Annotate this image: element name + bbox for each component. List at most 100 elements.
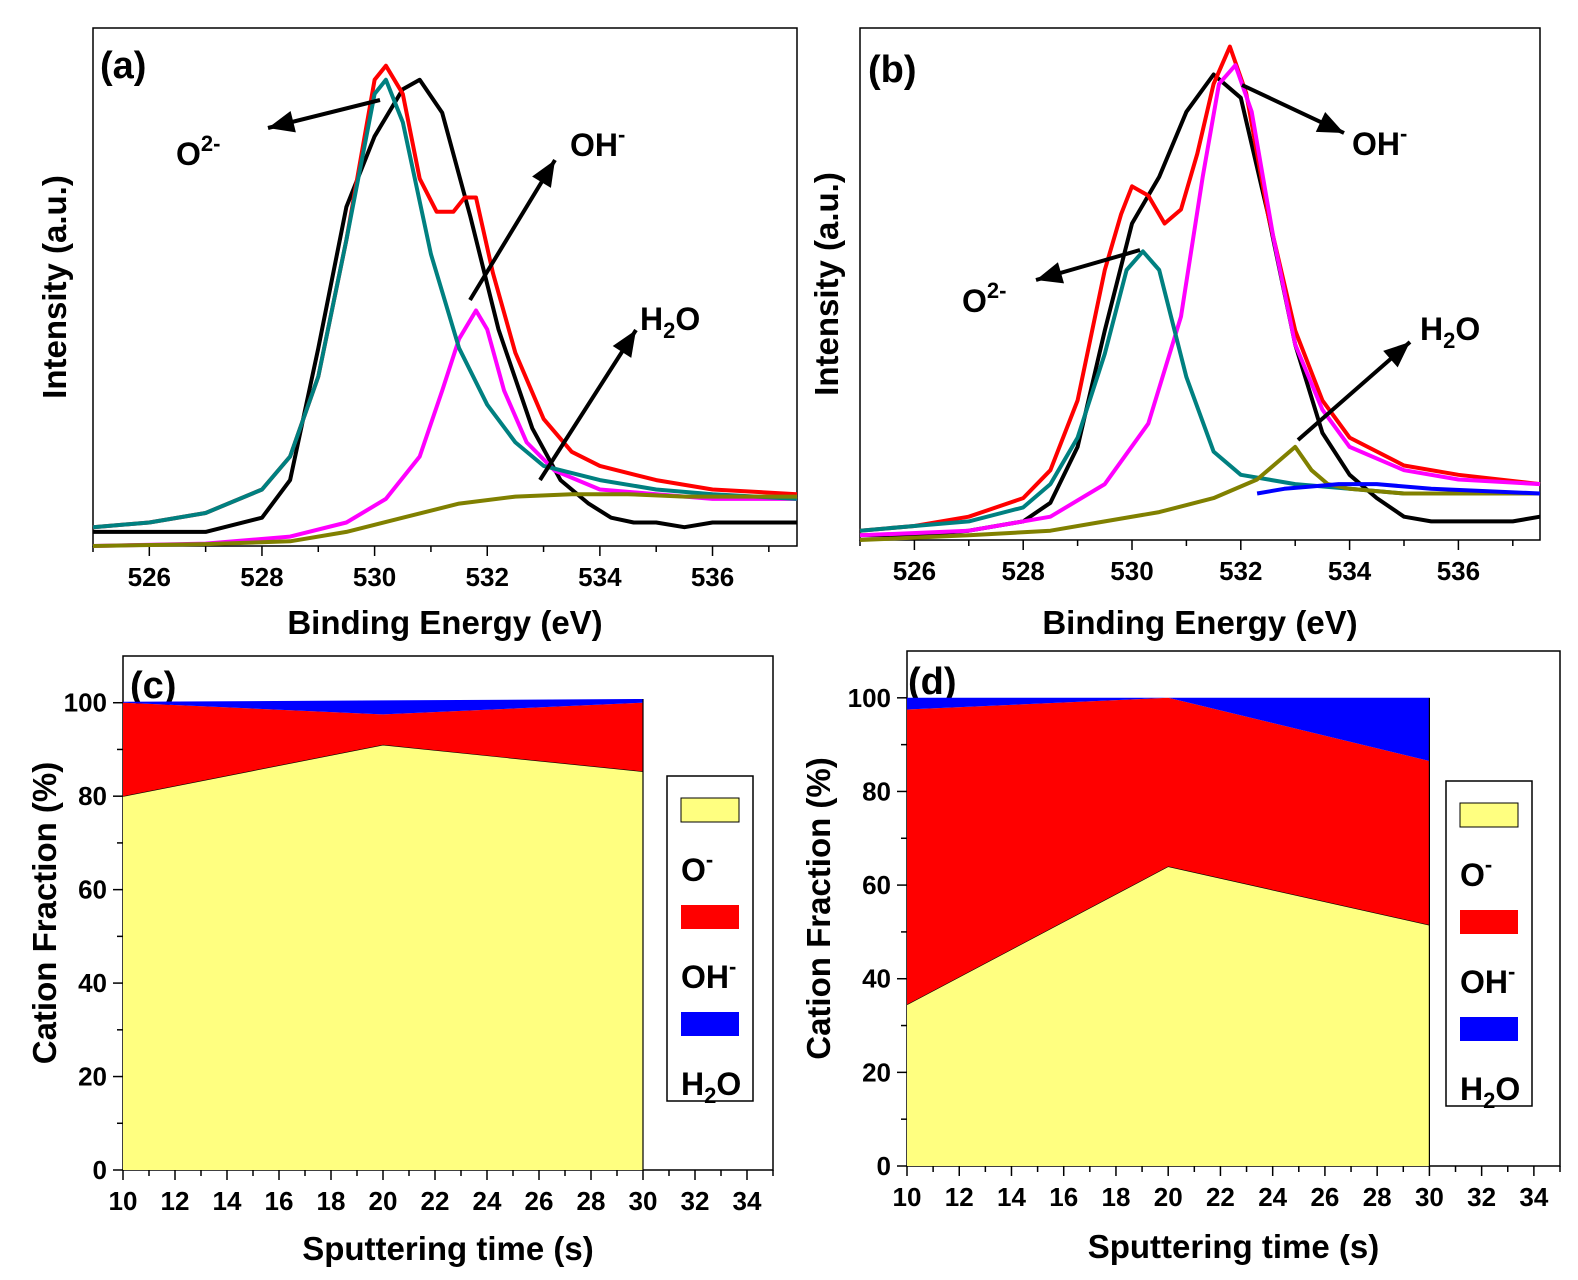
annotation-arrow-2-shaft <box>538 328 638 482</box>
annotation-0-superscript: 2- <box>201 131 221 156</box>
annotation-2: H2O <box>1420 311 1480 353</box>
annotation-arrow-2-head <box>612 330 636 358</box>
x-tick-label: 28 <box>1363 1182 1392 1212</box>
annotation-1: OH- <box>570 122 625 163</box>
legend-label-1-superscript: - <box>1508 959 1515 984</box>
annotation-arrow-1 <box>468 158 557 302</box>
legend-swatch-0 <box>680 797 740 823</box>
x-tick-label: 20 <box>369 1186 398 1216</box>
annotation-1-superscript: - <box>618 122 625 147</box>
annotation-2: H2O <box>640 301 700 343</box>
x-axis-title: Sputtering time (s) <box>1088 1228 1380 1265</box>
legend-label-2-subscript: 2 <box>704 1083 716 1108</box>
y-tick-label: 0 <box>93 1155 107 1185</box>
area-series-1 <box>123 702 643 797</box>
y-tick-label: 40 <box>862 964 891 994</box>
legend: O- OH- H2O <box>1445 780 1533 1113</box>
x-tick-label: 526 <box>893 556 936 586</box>
x-tick-label: 14 <box>997 1182 1026 1212</box>
legend-box <box>666 775 754 1102</box>
legend-label-2-subscript: 2 <box>1483 1088 1495 1113</box>
y-tick-label: 0 <box>877 1151 891 1181</box>
legend-swatch-0 <box>1459 802 1519 828</box>
series-line-2 <box>859 63 1541 538</box>
x-axis-title: Sputtering time (s) <box>302 1230 594 1267</box>
legend-label-0-text: O <box>681 852 706 888</box>
annotation-arrow-0 <box>267 98 381 133</box>
x-tick-label: 16 <box>1049 1182 1078 1212</box>
plot-frame <box>92 27 798 547</box>
panel-label: (a) <box>100 45 146 87</box>
area-series-2 <box>907 697 1430 761</box>
y-tick-label: 20 <box>862 1057 891 1087</box>
legend-label-1: OH- <box>1460 959 1515 1000</box>
annotation-arrow-1-shaft <box>468 158 557 302</box>
annotation-arrow-2 <box>538 328 638 482</box>
y-axis-title: Cation Fraction (%) <box>800 757 837 1060</box>
legend-label-1-text: OH <box>681 959 729 995</box>
x-tick-label: 534 <box>1328 556 1372 586</box>
annotation-arrow-2 <box>1296 340 1412 442</box>
x-tick-label: 24 <box>473 1186 502 1216</box>
legend-label-2: H2O <box>681 1066 741 1108</box>
x-tick-label: 28 <box>577 1186 606 1216</box>
area-series-2 <box>123 699 643 715</box>
x-tick-label: 32 <box>681 1186 710 1216</box>
x-tick-label: 528 <box>240 562 283 592</box>
x-tick-label: 534 <box>578 562 622 592</box>
annotation-arrow-0-head <box>268 111 296 133</box>
x-tick-label: 530 <box>353 562 396 592</box>
y-tick-label: 100 <box>848 683 891 713</box>
x-tick-label: 34 <box>1519 1182 1548 1212</box>
x-tick-label: 32 <box>1467 1182 1496 1212</box>
legend: O- OH- H2O <box>666 775 754 1108</box>
annotation-1-superscript: 2- <box>987 278 1007 303</box>
panel-label: (b) <box>868 49 917 91</box>
annotation-arrow-1-head <box>532 160 555 188</box>
y-tick-label: 80 <box>78 781 107 811</box>
panel-label: (d) <box>908 661 957 703</box>
legend-label-0-superscript: - <box>1485 852 1492 877</box>
y-tick-label: 80 <box>862 776 891 806</box>
legend-label-0: O- <box>681 847 713 888</box>
legend-swatch-1 <box>1460 910 1518 934</box>
legend-label-2-text: H <box>1460 1071 1483 1107</box>
x-tick-label: 530 <box>1110 556 1153 586</box>
legend-box <box>1445 780 1533 1107</box>
x-tick-label: 30 <box>629 1186 658 1216</box>
x-tick-label: 20 <box>1154 1182 1183 1212</box>
annotation-arrow-1-head <box>1036 262 1065 284</box>
annotation-arrow-1 <box>1035 248 1141 284</box>
series-line-3 <box>92 77 798 530</box>
annotation-arrow-0 <box>1241 83 1345 135</box>
legend-label-2-tail: O <box>716 1066 741 1102</box>
x-tick-label: 22 <box>421 1186 450 1216</box>
area-series-0 <box>907 866 1430 1166</box>
series-line-4 <box>92 492 797 548</box>
annotation-2-subscript: 2 <box>663 318 675 343</box>
x-tick-label: 536 <box>691 562 734 592</box>
x-tick-label: 34 <box>733 1186 762 1216</box>
x-tick-label: 16 <box>265 1186 294 1216</box>
panel-c: 10 12 14 16 18 20 22 24 26 28 30 32 34 0 20 40 60 80 100 Sp… <box>26 655 774 1267</box>
x-tick-label: 26 <box>525 1186 554 1216</box>
series-line-4 <box>859 444 1540 542</box>
x-axis-title: Binding Energy (eV) <box>1042 604 1357 641</box>
legend-label-0: O- <box>1460 852 1492 893</box>
legend-label-2: H2O <box>1460 1071 1520 1113</box>
area-series-0 <box>123 744 643 1170</box>
y-tick-label: 60 <box>862 870 891 900</box>
x-tick-label: 26 <box>1310 1182 1339 1212</box>
legend-label-1-superscript: - <box>729 954 736 979</box>
x-tick-label: 24 <box>1258 1182 1287 1212</box>
x-tick-label: 10 <box>893 1182 922 1212</box>
y-tick-label: 40 <box>78 968 107 998</box>
plot-frame <box>859 27 1541 541</box>
x-axis-title: Binding Energy (eV) <box>287 604 602 641</box>
annotation-1-text: O <box>962 283 987 319</box>
annotation-arrow-0-head <box>1315 111 1344 133</box>
x-tick-label: 14 <box>213 1186 242 1216</box>
x-tick-label: 12 <box>161 1186 190 1216</box>
annotation-0-superscript: - <box>1400 121 1407 146</box>
